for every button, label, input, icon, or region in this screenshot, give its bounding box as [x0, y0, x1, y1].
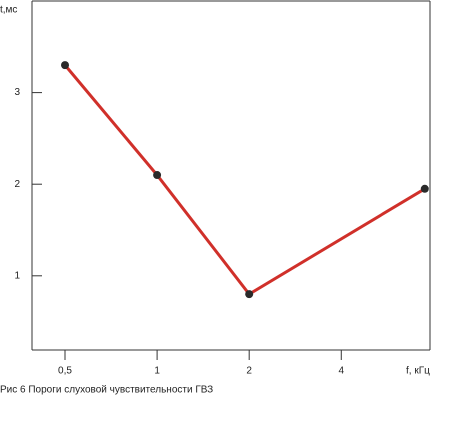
y-axis-label: t,мс [0, 5, 17, 16]
caption: Рис 6 Пороги слуховой чувствительности Г… [0, 385, 213, 396]
marker [245, 290, 254, 299]
marker [61, 61, 70, 70]
x-tick-label: 4 [338, 366, 344, 377]
y-tick-label: 1 [14, 270, 20, 281]
marker [420, 184, 429, 193]
x-axis-label: f, кГц [406, 366, 430, 377]
y-tick-label: 2 [14, 179, 20, 190]
marker [153, 171, 162, 180]
x-tick-label: 2 [246, 366, 252, 377]
line [63, 64, 426, 297]
x-tick-label: 1 [154, 366, 160, 377]
x-tick-label: 0,5 [58, 366, 72, 377]
y-tick-label: 3 [14, 87, 20, 98]
